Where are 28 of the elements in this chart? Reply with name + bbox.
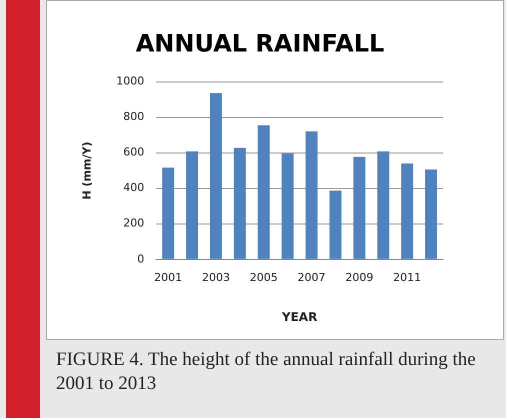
bar [377,151,390,259]
x-axis-title: YEAR [280,310,318,324]
y-tick-label: 0 [137,252,144,266]
bar [353,156,366,259]
bar [234,148,246,259]
bar [401,163,414,259]
x-tick-label: 2007 [298,270,326,284]
x-tick-label: 2011 [393,270,422,284]
y-tick-label: 400 [123,181,144,194]
bar [306,131,318,259]
bar [210,93,222,259]
y-tick-label: 600 [123,146,144,159]
x-tick-label: 2003 [202,270,230,284]
bar [258,125,270,259]
x-tick-label: 2009 [345,270,374,284]
bar [425,170,438,259]
bar [186,151,198,259]
x-tick-label: 2005 [250,270,278,284]
bar [162,168,174,259]
y-tick-label: 800 [123,110,144,124]
y-axis-title: H (mm/Y) [80,142,94,200]
bar [329,190,342,259]
y-tick-label: 1000 [116,74,144,88]
y-tick-label: 200 [123,216,144,230]
chart-title: ANNUAL RAINFALL [136,30,384,58]
bar [282,154,294,259]
x-tick-label: 2001 [154,270,182,284]
caption: FIGURE 4. The height of the annual rainfall during the 2001 to 2013 [56,348,477,396]
